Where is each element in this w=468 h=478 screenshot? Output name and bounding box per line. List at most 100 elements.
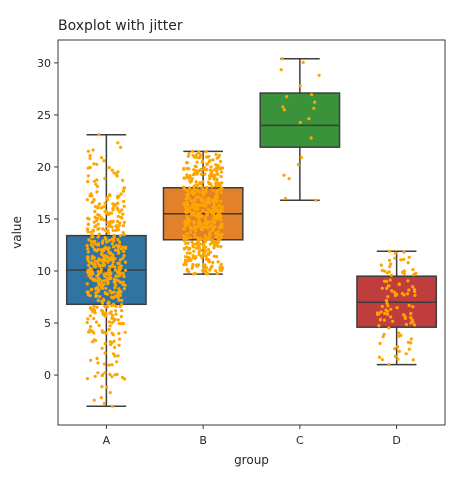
jitter-point [110,225,114,229]
jitter-point [88,194,92,198]
jitter-point [206,226,210,230]
jitter-point [108,372,112,376]
jitter-point [105,196,109,200]
jitter-point [97,282,101,286]
jitter-point [206,272,210,276]
jitter-point [409,315,413,320]
jitter-point [298,84,302,88]
jitter-point [199,203,203,207]
jitter-point [388,278,392,282]
jitter-point [97,133,101,137]
jitter-point [190,266,194,270]
jitter-point [192,212,196,216]
jitter-point [182,247,186,251]
jitter-point [219,214,223,218]
jitter-point [187,218,191,222]
jitter-point [198,153,202,157]
jitter-point [301,60,305,64]
jitter-point [85,282,89,286]
jitter-point [212,202,216,206]
jitter-point [193,232,197,236]
jitter-point [219,170,223,174]
jitter-point [317,73,321,77]
jitter-point [205,185,209,189]
jitter-point [87,330,91,334]
jitter-point [184,220,188,224]
jitter-point [115,372,119,376]
jitter-point [108,311,112,315]
jitter-point [185,210,189,214]
jitter-point [192,249,196,253]
jitter-point [101,227,105,231]
jitter-point [218,211,222,215]
jitter-point [96,361,100,365]
jitter-point [95,162,99,166]
jitter-point [100,216,104,220]
jitter-point [185,232,189,236]
jitter-point [94,291,98,295]
jitter-point [397,349,401,353]
jitter-point [193,198,197,202]
jitter-point [117,269,121,273]
jitter-point [111,302,115,307]
jitter-point [217,181,221,185]
jitter-point [109,256,113,260]
jitter-point [97,262,101,266]
jitter-point [107,239,111,243]
jitter-point [383,311,387,316]
jitter-point [197,190,201,194]
jitter-point [114,309,118,313]
jitter-point [282,108,286,112]
jitter-point [93,205,97,209]
jitter-point [192,191,196,195]
jitter-point [103,201,107,205]
jitter-point [102,159,106,163]
jitter-point [215,177,219,181]
jitter-point [382,279,387,283]
jitter-point [106,260,110,264]
jitter-point [112,171,116,175]
jitter-point [114,278,119,282]
jitter-point [206,251,210,255]
jitter-point [85,198,89,202]
jitter-point [111,208,115,212]
jitter-point [391,319,395,323]
jitter-point [208,182,212,186]
jitter-point [96,205,100,209]
jitter-point [118,210,122,214]
jitter-point [95,190,99,194]
jitter-point [406,340,410,344]
jitter-point [407,347,411,351]
jitter-point [409,337,413,341]
jitter-point [99,258,103,262]
jitter-point [314,198,318,202]
jitter-point [109,211,114,215]
jitter-point [208,174,212,178]
jitter-point [194,246,198,250]
jitter-point [113,354,117,358]
jitter-point [201,269,205,273]
jitter-point [200,160,204,164]
jitter-point [108,289,112,293]
jitter-point [407,255,411,259]
jitter-point [215,200,219,204]
jitter-point [91,233,95,237]
jitter-point [215,255,219,259]
jitter-point [99,248,103,252]
jitter-point [197,216,201,220]
jitter-point [219,199,223,203]
jitter-point [109,342,113,347]
jitter-point [117,291,121,295]
jitter-point [117,331,121,335]
jitter-point [312,106,316,110]
jitter-point [183,187,187,191]
jitter-point [215,189,219,194]
jitter-point [196,185,200,189]
jitter-point [122,233,126,237]
jitter-point [195,188,199,192]
jitter-point [205,168,209,172]
jitter-point [393,354,397,359]
jitter-point [182,227,186,231]
jitter-point [100,385,104,389]
jitter-point [120,208,124,212]
